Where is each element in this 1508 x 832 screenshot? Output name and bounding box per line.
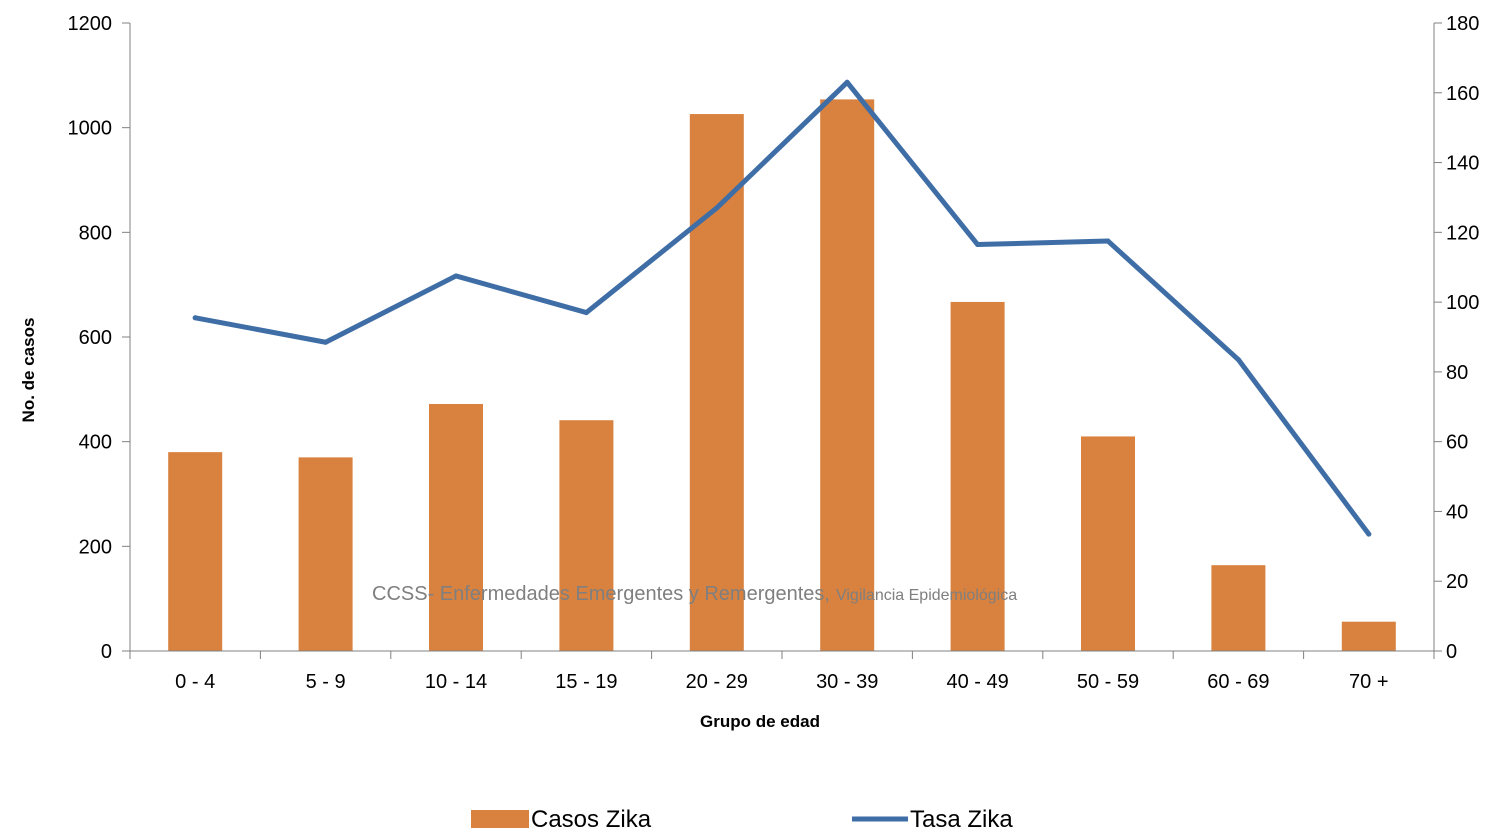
y-left-tick-label: 600 bbox=[79, 327, 112, 349]
y-right-tick-label: 100 bbox=[1446, 292, 1479, 314]
x-tick-label: 40 - 49 bbox=[946, 671, 1008, 693]
legend-label-tasa: Tasa Zika bbox=[910, 806, 1013, 832]
y-right-tick-label: 0 bbox=[1446, 641, 1457, 663]
y-right-tick-label: 60 bbox=[1446, 432, 1468, 454]
y-left-tick-label: 0 bbox=[101, 641, 112, 663]
y-left-tick-label: 200 bbox=[79, 536, 112, 558]
bar-2 bbox=[429, 403, 483, 651]
bar-1 bbox=[298, 457, 353, 651]
watermark-text: CCSS- Enfermedades Emergentes y Remergen… bbox=[372, 583, 1017, 605]
x-tick-label: 5 - 9 bbox=[306, 671, 346, 693]
legend: Casos Zika Tasa Zika bbox=[471, 806, 1013, 832]
y-right-tick-label: 140 bbox=[1446, 153, 1479, 175]
y-right-tick-label: 40 bbox=[1446, 501, 1468, 523]
bar-5 bbox=[820, 99, 875, 651]
line-point-7 bbox=[1105, 238, 1111, 244]
x-axis-title: Grupo de edad bbox=[700, 712, 820, 731]
watermark-part1: CCSS- Enfermedades Emergentes y Remergen… bbox=[372, 583, 830, 605]
y-right-axis-ticks: 0 20 40 60 80 100 120 140 160 180 bbox=[1434, 13, 1479, 663]
x-tick-label: 30 - 39 bbox=[816, 671, 878, 693]
tasa-zika-line bbox=[192, 79, 1372, 537]
line-point-9 bbox=[1366, 531, 1372, 537]
x-axis-ticks: 0 - 4 5 - 9 10 - 14 15 - 19 20 - 29 30 - 39 40… bbox=[129, 651, 1435, 693]
line-series bbox=[192, 79, 1372, 537]
y-left-tick-label: 400 bbox=[79, 432, 112, 454]
y-right-tick-label: 120 bbox=[1446, 222, 1479, 244]
line-point-0 bbox=[192, 315, 198, 321]
bar-9 bbox=[1341, 621, 1396, 651]
line-point-5 bbox=[844, 79, 850, 85]
axes bbox=[129, 23, 1435, 652]
line-point-6 bbox=[975, 242, 981, 248]
y-left-tick-label: 1000 bbox=[68, 118, 113, 140]
bar-6 bbox=[950, 301, 1005, 651]
y-left-axis-ticks: 0 200 400 600 800 1000 1200 bbox=[68, 13, 130, 663]
y-right-tick-label: 20 bbox=[1446, 571, 1468, 593]
line-point-2 bbox=[453, 273, 459, 279]
line-point-4 bbox=[714, 205, 720, 211]
x-tick-label: 50 - 59 bbox=[1077, 671, 1139, 693]
y-left-tick-label: 800 bbox=[79, 222, 112, 244]
watermark-part2: Vigilancia Epidemiológica bbox=[836, 587, 1017, 604]
y-right-tick-label: 80 bbox=[1446, 362, 1468, 384]
y-axis-title: No. de casos bbox=[19, 318, 38, 423]
line-point-3 bbox=[583, 310, 589, 316]
bar-series bbox=[168, 99, 1396, 651]
y-left-tick-label: 1200 bbox=[68, 13, 113, 35]
x-tick-label: 0 - 4 bbox=[175, 671, 215, 693]
y-right-tick-label: 180 bbox=[1446, 13, 1479, 35]
bar-7 bbox=[1081, 436, 1135, 651]
line-point-1 bbox=[323, 339, 329, 345]
line-point-8 bbox=[1235, 357, 1241, 363]
y-right-tick-label: 160 bbox=[1446, 83, 1479, 105]
bar-8 bbox=[1211, 565, 1266, 651]
bar-0 bbox=[168, 452, 223, 651]
bar-3 bbox=[559, 420, 614, 651]
x-tick-label: 20 - 29 bbox=[686, 671, 748, 693]
x-tick-label: 70 + bbox=[1349, 671, 1388, 693]
x-tick-label: 15 - 19 bbox=[555, 671, 617, 693]
legend-label-casos: Casos Zika bbox=[531, 806, 652, 832]
bar-4 bbox=[689, 114, 744, 651]
x-tick-label: 10 - 14 bbox=[425, 671, 487, 693]
x-tick-label: 60 - 69 bbox=[1207, 671, 1269, 693]
legend-swatch-casos bbox=[471, 810, 529, 828]
